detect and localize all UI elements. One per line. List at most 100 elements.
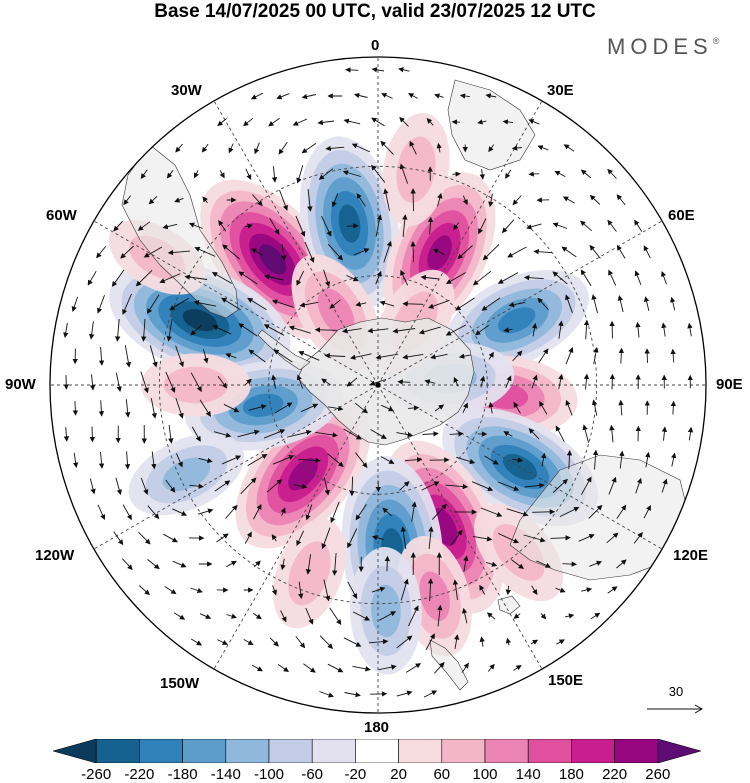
lon-label-120w: 120W [35, 547, 75, 564]
wind-arrow [616, 244, 626, 259]
wind-arrow [321, 378, 331, 386]
wind-arrow [202, 196, 208, 204]
wind-arrow [356, 193, 366, 207]
lon-label-150w: 150W [160, 675, 200, 692]
wind-arrow [485, 561, 498, 567]
brand-logo: MODES® [607, 34, 719, 60]
wind-arrow [498, 532, 520, 544]
wind-arrow [408, 405, 420, 411]
wind-arrow [502, 119, 514, 125]
wind-arrow [159, 273, 181, 284]
wind-arrow [512, 457, 524, 463]
wind-arrow [327, 405, 344, 412]
wind-arrow [635, 321, 641, 338]
wind-arrow [138, 585, 150, 596]
wind-arrow [531, 374, 538, 389]
wind-arrow [505, 637, 512, 646]
wind-arrow [368, 638, 389, 645]
wind-arrow [352, 665, 371, 672]
wind-arrow [190, 638, 203, 646]
wind-arrow [238, 323, 258, 337]
wind-arrow [97, 504, 106, 521]
colorbar-swatch [571, 739, 615, 763]
wind-arrow [408, 605, 419, 627]
wind-arrow [507, 246, 527, 258]
colorbar-tick-label: 100 [472, 766, 498, 783]
wind-arrow [343, 118, 361, 125]
wind-arrow [169, 297, 189, 311]
wind-arrow [607, 168, 617, 179]
wind-arrow [513, 401, 521, 414]
wind-arrow [189, 483, 204, 489]
wind-arrow [346, 377, 358, 387]
wind-arrow [445, 272, 466, 284]
wind-arrow [486, 612, 496, 620]
wind-arrow [582, 424, 590, 443]
colorbar [53, 739, 701, 763]
colorbar-tick-label: -60 [301, 766, 324, 783]
wind-arrow [199, 399, 211, 417]
wind-arrow [355, 452, 368, 469]
wind-arrow [190, 587, 203, 594]
wind-arrow [314, 327, 337, 333]
wind-arrow [477, 119, 487, 125]
wind-arrow [190, 372, 202, 393]
wind-arrow [277, 664, 290, 673]
wind-arrow [367, 327, 389, 334]
wind-arrow [244, 223, 253, 229]
wind-arrow [346, 274, 359, 282]
wind-arrow [565, 347, 574, 365]
colorbar-swatch [614, 739, 659, 763]
wind-arrow [271, 299, 294, 308]
wind-arrow [580, 269, 592, 287]
wind-arrow [349, 476, 355, 497]
wind-arrow [295, 215, 306, 237]
wind-arrow [150, 398, 157, 419]
wind-arrow [566, 450, 573, 470]
wind-arrow [269, 217, 280, 235]
colorbar-tick-label: -100 [253, 766, 285, 783]
wind-arrow [530, 639, 539, 645]
wind-arrow [175, 143, 183, 153]
wind-arrow [456, 456, 476, 465]
wind-arrow [296, 270, 305, 286]
wind-arrow [164, 586, 177, 595]
wind-arrow [307, 189, 313, 212]
wind-arrow [635, 477, 642, 494]
wind-arrow [203, 349, 209, 364]
anomaly-center [128, 433, 245, 516]
wind-arrow [354, 402, 369, 414]
wind-arrow [347, 528, 358, 549]
wind-arrow [375, 270, 382, 285]
wind-arrow [479, 584, 486, 595]
wind-arrow [352, 611, 371, 621]
wind-arrow [63, 427, 70, 442]
wind-arrow [298, 581, 304, 600]
wind-arrow [558, 320, 564, 339]
south-america [121, 144, 239, 319]
wind-arrow [370, 429, 387, 439]
wind-arrow [143, 246, 163, 258]
map-title: Base 14/07/2025 00 UTC, valid 23/07/2025… [154, 1, 596, 22]
wind-arrow [274, 402, 293, 414]
anomaly-contour [427, 235, 452, 271]
wind-arrow [607, 219, 617, 232]
wind-arrow [645, 451, 651, 468]
wind-arrow [122, 504, 132, 521]
lon-label-0: 0 [371, 37, 380, 54]
wind-arrow [528, 119, 540, 125]
wind-arrow [323, 477, 330, 496]
wind-arrow [472, 270, 492, 286]
wind-arrow [217, 375, 228, 389]
colorbar-swatch [441, 739, 486, 763]
wind-arrow [98, 451, 105, 469]
wind-arrow [331, 193, 339, 208]
wind-arrow [292, 118, 308, 126]
wind-arrow [398, 67, 410, 73]
wind-arrow [562, 196, 575, 204]
wind-arrow [71, 296, 79, 312]
wind-arrow [89, 478, 96, 495]
wind-arrow [221, 455, 242, 465]
wind-arrow [455, 297, 475, 311]
wind-arrow [497, 481, 520, 491]
